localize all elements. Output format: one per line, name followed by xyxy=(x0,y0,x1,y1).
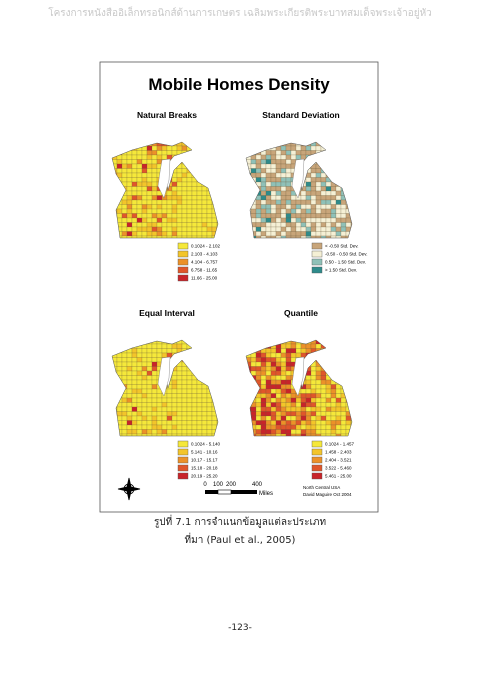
source: ที่มา (Paul et al., 2005) xyxy=(184,535,296,546)
legend-label: -0.50 - 0.50 Std. Dev. xyxy=(325,252,367,257)
panel-title: Equal Interval xyxy=(139,308,195,318)
scale-label: Miles xyxy=(259,491,273,497)
legend-swatch xyxy=(311,448,323,456)
scale-bar xyxy=(205,489,257,495)
legend-label: 20.19 - 25.20 xyxy=(191,474,218,479)
legend-label: 3.522 - 5.460 xyxy=(325,466,352,471)
legend-label: 1.458 - 2.403 xyxy=(325,450,352,455)
legend-label: 0.50 - 1.50 Std. Dev. xyxy=(325,260,366,265)
legend-swatch xyxy=(311,440,323,448)
legend-swatch xyxy=(311,464,323,472)
legend-swatch xyxy=(311,456,323,464)
map-outline xyxy=(111,339,219,437)
lake xyxy=(157,356,171,397)
lake xyxy=(157,158,171,199)
scale-label: 0 xyxy=(203,482,207,488)
legend-swatch xyxy=(177,456,189,464)
legend-label: 0.1024 - 2.102 xyxy=(191,244,221,249)
legend-swatch xyxy=(177,464,189,472)
panel-title: Quantile xyxy=(284,308,318,318)
credit: North Central USA xyxy=(303,485,340,490)
legend-label: < -0.50 Std. Dev. xyxy=(325,244,359,249)
legend-swatch xyxy=(311,242,323,250)
legend-swatch xyxy=(177,258,189,266)
legend-label: 6.758 - 11.65 xyxy=(191,268,218,273)
credit: David Maguire Oct 2004 xyxy=(303,492,352,497)
legend-swatch xyxy=(177,250,189,258)
legend-label: 0.1024 - 1.457 xyxy=(325,442,355,447)
page-number: -123- xyxy=(228,623,252,633)
legend-swatch xyxy=(311,258,323,266)
legend-swatch xyxy=(177,448,189,456)
legend-swatch xyxy=(177,274,189,282)
legend-swatch xyxy=(311,472,323,480)
legend-label: 15.18 - 20.18 xyxy=(191,466,218,471)
legend-label: 5.461 - 25.00 xyxy=(325,474,352,479)
north-arrow xyxy=(117,477,141,501)
caption: รูปที่ 7.1 การจำแนกข้อมูลแต่ละประเภท xyxy=(153,517,327,528)
legend-label: 10.17 - 15.17 xyxy=(191,458,218,463)
legend-label: 2.103 - 4.103 xyxy=(191,252,218,257)
lake xyxy=(291,158,305,199)
legend-label: > 1.50 Std. Dev. xyxy=(325,268,357,273)
legend-label: 0.1024 - 5.140 xyxy=(191,442,221,447)
figure-frame xyxy=(99,61,379,513)
map-outline xyxy=(245,339,353,437)
scale-label: 400 xyxy=(252,482,263,488)
header: โครงการหนังสืออิเล็กทรอนิกส์ด้านการเกษตร… xyxy=(48,8,432,19)
scale-label: 100 xyxy=(213,482,224,488)
panel-title: Natural Breaks xyxy=(137,110,197,120)
legend-label: 5.141 - 10.16 xyxy=(191,450,218,455)
lake xyxy=(291,356,305,397)
legend-swatch xyxy=(177,242,189,250)
legend-swatch xyxy=(177,440,189,448)
legend-swatch xyxy=(311,250,323,258)
scale-label: 200 xyxy=(226,482,237,488)
legend-swatch xyxy=(177,266,189,274)
figure-title: Mobile Homes Density xyxy=(148,75,330,94)
panel-title: Standard Deviation xyxy=(262,110,339,120)
legend-swatch xyxy=(177,472,189,480)
legend-label: 2.404 - 3.521 xyxy=(325,458,352,463)
legend-label: 4.104 - 6.757 xyxy=(191,260,218,265)
legend-swatch xyxy=(311,266,323,274)
map-outline xyxy=(111,141,219,239)
legend-label: 11.66 - 25.00 xyxy=(191,276,218,281)
map-outline xyxy=(245,141,353,239)
